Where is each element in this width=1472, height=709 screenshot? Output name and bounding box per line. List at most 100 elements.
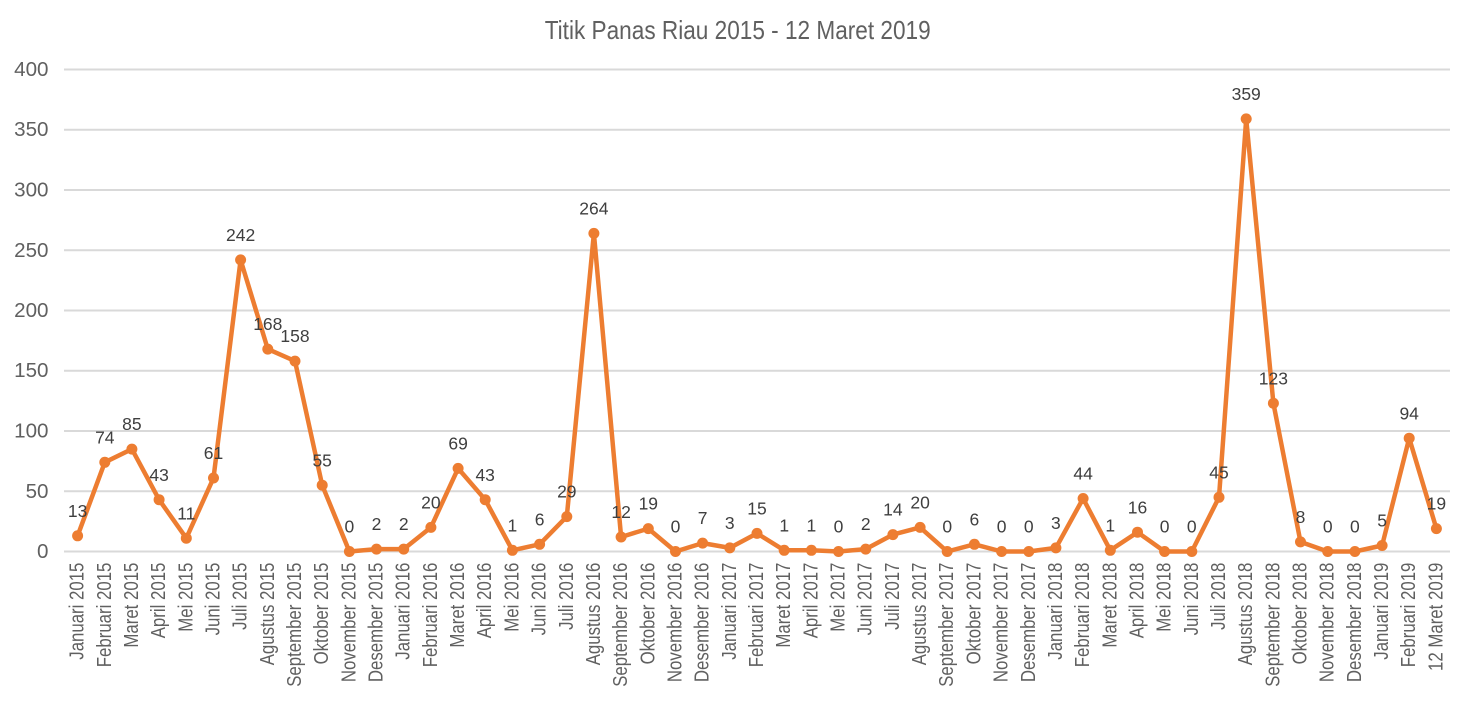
svg-text:November 2015: November 2015	[338, 563, 360, 683]
svg-text:69: 69	[448, 434, 467, 454]
svg-text:1: 1	[1105, 515, 1115, 535]
svg-text:150: 150	[14, 359, 48, 382]
svg-text:5: 5	[1377, 511, 1387, 531]
svg-text:123: 123	[1259, 368, 1288, 388]
svg-text:Maret 2016: Maret 2016	[447, 563, 469, 648]
svg-text:Februari 2016: Februari 2016	[420, 563, 442, 668]
svg-text:Maret 2017: Maret 2017	[773, 563, 795, 648]
svg-text:Juni 2015: Juni 2015	[203, 563, 225, 636]
svg-text:Mei 2016: Mei 2016	[501, 563, 523, 632]
svg-text:Januari 2015: Januari 2015	[67, 563, 89, 660]
svg-text:April 2017: April 2017	[800, 563, 822, 639]
svg-text:Agustus 2017: Agustus 2017	[909, 563, 931, 666]
svg-text:Agustus 2018: Agustus 2018	[1235, 563, 1257, 666]
svg-text:1: 1	[807, 515, 817, 535]
svg-text:0: 0	[1024, 517, 1034, 537]
svg-text:Juni 2016: Juni 2016	[529, 563, 551, 636]
svg-text:Desember 2016: Desember 2016	[692, 563, 714, 683]
svg-text:0: 0	[345, 517, 355, 537]
svg-text:Juni 2018: Juni 2018	[1181, 563, 1203, 636]
svg-text:1: 1	[508, 515, 518, 535]
svg-text:8: 8	[1296, 507, 1306, 527]
svg-text:September 2015: September 2015	[284, 563, 306, 687]
svg-text:45: 45	[1209, 462, 1228, 482]
svg-text:November 2016: November 2016	[665, 563, 687, 683]
svg-text:55: 55	[312, 450, 331, 470]
svg-text:0: 0	[997, 517, 1007, 537]
svg-text:November 2017: November 2017	[991, 563, 1013, 683]
svg-text:168: 168	[253, 314, 282, 334]
svg-text:12 Maret 2019: 12 Maret 2019	[1425, 563, 1447, 671]
svg-text:7: 7	[698, 508, 708, 528]
svg-text:43: 43	[149, 465, 168, 485]
svg-text:0: 0	[1160, 517, 1170, 537]
svg-text:0: 0	[671, 517, 681, 537]
svg-text:Mei 2018: Mei 2018	[1154, 563, 1176, 632]
svg-text:20: 20	[421, 493, 441, 513]
svg-text:Oktober 2018: Oktober 2018	[1290, 563, 1312, 665]
svg-text:September 2016: September 2016	[610, 563, 632, 687]
svg-text:6: 6	[970, 509, 980, 529]
svg-text:Juli 2018: Juli 2018	[1208, 563, 1230, 630]
svg-text:1: 1	[779, 515, 789, 535]
svg-text:19: 19	[639, 494, 658, 514]
svg-text:44: 44	[1073, 464, 1093, 484]
svg-text:Juli 2017: Juli 2017	[882, 563, 904, 630]
svg-text:11: 11	[177, 503, 195, 523]
svg-text:Maret 2015: Maret 2015	[121, 563, 143, 648]
svg-text:359: 359	[1232, 84, 1261, 104]
svg-text:Agustus 2015: Agustus 2015	[257, 563, 279, 666]
svg-text:94: 94	[1399, 403, 1419, 423]
svg-text:Titik Panas Riau 2015 - 12 Mar: Titik Panas Riau 2015 - 12 Maret 2019	[545, 15, 931, 45]
svg-text:April 2015: April 2015	[148, 563, 170, 639]
svg-text:September 2017: September 2017	[936, 563, 958, 687]
svg-text:61: 61	[204, 443, 223, 463]
svg-text:6: 6	[535, 509, 545, 529]
svg-text:Januari 2019: Januari 2019	[1371, 563, 1393, 660]
svg-text:Januari 2018: Januari 2018	[1045, 563, 1067, 660]
svg-text:Februari 2018: Februari 2018	[1072, 563, 1094, 668]
svg-text:16: 16	[1128, 497, 1147, 517]
svg-text:Mei 2015: Mei 2015	[175, 563, 197, 632]
svg-text:November 2018: November 2018	[1317, 563, 1339, 683]
svg-text:200: 200	[14, 299, 48, 322]
svg-text:Oktober 2015: Oktober 2015	[311, 563, 333, 665]
svg-text:Oktober 2016: Oktober 2016	[637, 563, 659, 665]
svg-text:13: 13	[68, 501, 87, 521]
svg-text:12: 12	[611, 502, 630, 522]
svg-text:0: 0	[942, 517, 952, 537]
svg-text:50: 50	[26, 480, 49, 503]
svg-text:2: 2	[372, 514, 382, 534]
svg-text:400: 400	[14, 58, 48, 81]
svg-text:2: 2	[399, 514, 409, 534]
svg-text:158: 158	[280, 326, 309, 346]
svg-text:September 2018: September 2018	[1262, 563, 1284, 687]
svg-text:Maret 2018: Maret 2018	[1099, 563, 1121, 648]
svg-text:14: 14	[883, 500, 903, 520]
svg-text:Januari 2016: Januari 2016	[393, 563, 415, 660]
svg-text:Desember 2017: Desember 2017	[1018, 563, 1040, 683]
svg-text:0: 0	[1187, 517, 1197, 537]
svg-text:250: 250	[14, 239, 48, 262]
svg-text:0: 0	[834, 517, 844, 537]
svg-text:85: 85	[122, 414, 141, 434]
svg-text:350: 350	[14, 118, 48, 141]
svg-text:0: 0	[1323, 517, 1333, 537]
svg-text:242: 242	[226, 225, 255, 245]
svg-text:264: 264	[579, 199, 608, 219]
svg-text:0: 0	[37, 540, 48, 563]
svg-text:Juli 2015: Juli 2015	[230, 563, 252, 630]
svg-text:Oktober 2017: Oktober 2017	[963, 563, 985, 665]
svg-text:April 2018: April 2018	[1127, 563, 1149, 639]
svg-text:29: 29	[557, 482, 576, 502]
svg-text:300: 300	[14, 179, 48, 202]
svg-text:Desember 2018: Desember 2018	[1344, 563, 1366, 683]
svg-text:Januari 2017: Januari 2017	[719, 563, 741, 660]
svg-text:20: 20	[910, 493, 930, 513]
svg-text:Mei 2017: Mei 2017	[828, 563, 850, 632]
svg-text:43: 43	[475, 465, 494, 485]
svg-text:0: 0	[1350, 517, 1360, 537]
svg-text:Desember 2015: Desember 2015	[366, 563, 388, 683]
svg-text:100: 100	[14, 420, 48, 443]
svg-text:2: 2	[861, 514, 871, 534]
